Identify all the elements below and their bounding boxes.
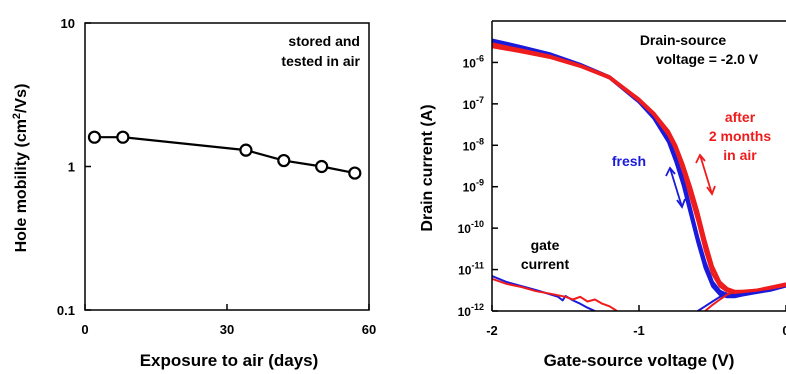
mobility-data-point: [87, 130, 102, 144]
after-label-line-3: in air: [723, 147, 757, 163]
transfer-y-tick-label: 10-9: [463, 178, 484, 195]
transfer-y-tick-label: 10-10: [458, 219, 484, 236]
transfer-y-tick-label: 10-11: [458, 261, 484, 278]
transfer-gate-curve: [704, 290, 735, 311]
mobility-data-point: [315, 159, 329, 174]
mobility-data-point: [348, 166, 362, 180]
mobility-x-tick-label: 60: [362, 322, 376, 337]
mobility-chart: 0.1 1 10 0 30 60 stored and tested in air Exp…: [11, 16, 376, 370]
mobility-data-point: [277, 153, 291, 168]
transfer-y-tick-label: 10-12: [458, 302, 484, 319]
fresh-label: fresh: [612, 153, 646, 169]
transfer-drain-curve: [492, 45, 786, 294]
mobility-y-axis-label-prefix: Hole mobility (cm: [13, 119, 30, 252]
fresh-arrow: [665, 166, 686, 209]
transfer-x-tick-label: 0: [782, 323, 786, 338]
transfer-x-axis-label: Gate-source voltage (V): [544, 351, 735, 370]
mobility-x-axis-label: Exposure to air (days): [140, 351, 319, 370]
mobility-y-tick-label: 10: [61, 16, 75, 31]
mobility-x-tick-label: 0: [81, 322, 88, 337]
mobility-y-axis-label-suffix: /Vs): [13, 84, 30, 113]
transfer-x-tick-label: -2: [486, 323, 498, 338]
transfer-x-tick-label: -1: [633, 323, 645, 338]
after-label-line-2: 2 months: [709, 128, 771, 144]
mobility-y-axis-label-sup: 2: [11, 113, 23, 119]
mobility-x-tick-label: 30: [220, 322, 234, 337]
transfer-chart: 10-12 10-11 10-10 10-9 10-8 10-7 10-6 -2 -1 0 Dra…: [419, 20, 786, 370]
gate-label-line-2: current: [521, 256, 570, 272]
mobility-y-tick-label: 0.1: [57, 303, 75, 318]
transfer-gate-curve: [492, 275, 596, 311]
transfer-y-axis-label: Drain current (A): [419, 104, 436, 231]
mobility-annotation-line-2: tested in air: [281, 53, 360, 69]
mobility-annotation-line-1: stored and: [288, 33, 360, 49]
vds-annotation-line-2: voltage = -2.0 V: [656, 51, 759, 67]
transfer-y-tick-label: 10-7: [463, 95, 484, 112]
after-arrow: [695, 153, 716, 196]
transfer-y-tick-label: 10-8: [463, 136, 484, 153]
mobility-y-axis-label: Hole mobility (cm2/Vs): [11, 84, 30, 253]
mobility-data-point: [116, 130, 130, 144]
transfer-gate-curve: [492, 277, 618, 311]
mobility-data-point: [239, 143, 253, 157]
gate-label-line-1: gate: [531, 237, 560, 253]
mobility-y-tick-label: 1: [68, 160, 75, 175]
transfer-y-tick-label: 10-6: [463, 53, 484, 70]
transfer-gate-curve: [697, 292, 728, 311]
after-label-line-1: after: [725, 109, 756, 125]
vds-annotation-line-1: Drain-source: [640, 32, 727, 48]
